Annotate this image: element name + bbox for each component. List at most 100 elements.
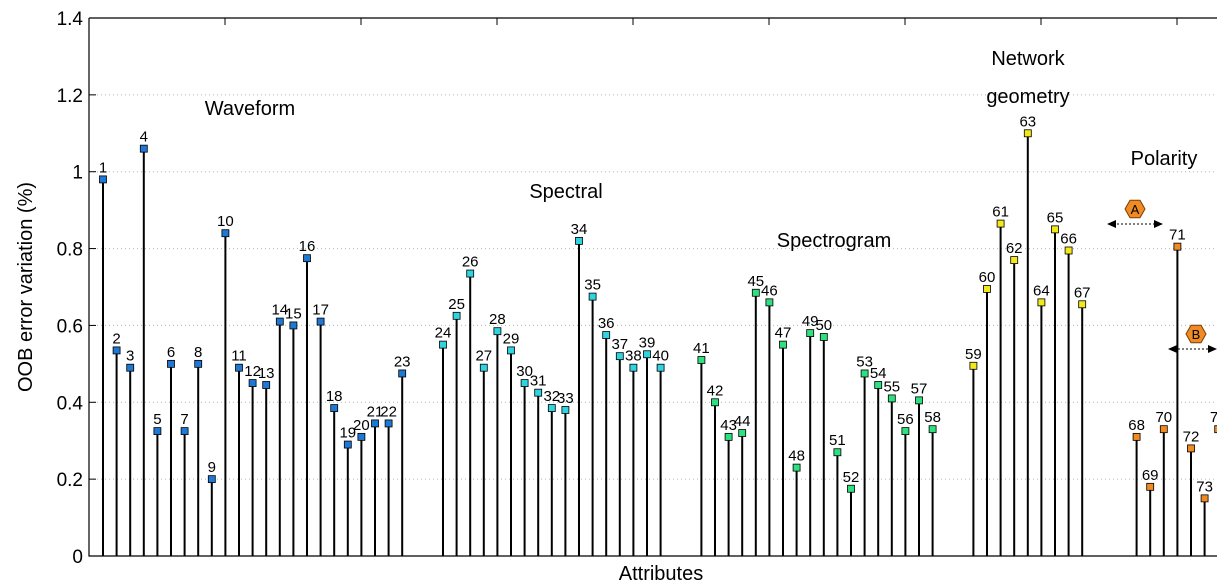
point-label-10: 10 (217, 213, 234, 230)
point-label-46: 46 (761, 282, 778, 299)
marker-57 (915, 396, 923, 405)
point-label-60: 60 (979, 269, 996, 286)
marker-7 (180, 427, 189, 436)
marker-58 (928, 425, 937, 434)
point-label-67: 67 (1074, 284, 1091, 301)
marker-2 (112, 346, 121, 355)
y-tick-label: 0.2 (57, 470, 83, 491)
marker-62 (1010, 256, 1019, 265)
marker-50 (819, 333, 828, 341)
point-label-48: 48 (788, 448, 805, 465)
marker-18 (330, 404, 339, 412)
marker-31 (534, 388, 543, 397)
marker-38 (629, 363, 638, 372)
marker-13 (262, 381, 271, 389)
marker-48 (792, 463, 801, 472)
marker-3 (126, 363, 135, 372)
point-label-41: 41 (693, 340, 710, 357)
marker-27 (479, 363, 488, 372)
marker-51 (833, 448, 842, 457)
annotation-B: B (1168, 324, 1217, 353)
y-tick-label: 0 (72, 547, 83, 568)
marker-37 (615, 352, 624, 361)
point-label-30: 30 (516, 363, 533, 380)
point-label-31: 31 (530, 373, 547, 390)
group-label-3: Spectrogram (777, 230, 892, 252)
arrow-head-left-icon (1168, 345, 1177, 353)
point-label-63: 63 (1019, 113, 1036, 130)
y-tick-label: 1.4 (57, 9, 84, 30)
point-label-74: 74 (1210, 409, 1217, 426)
marker-10 (221, 229, 230, 238)
marker-59 (969, 361, 978, 370)
point-label-15: 15 (285, 305, 302, 322)
point-label-28: 28 (489, 311, 506, 328)
marker-30 (520, 379, 529, 387)
marker-33 (561, 406, 570, 414)
point-label-21: 21 (367, 403, 384, 420)
y-tick-label: 0.4 (57, 393, 84, 414)
point-label-40: 40 (652, 348, 669, 365)
point-label-49: 49 (802, 313, 819, 330)
point-label-42: 42 (707, 382, 724, 399)
point-label-38: 38 (625, 348, 642, 365)
marker-61 (996, 219, 1005, 228)
point-label-51: 51 (829, 432, 846, 449)
point-label-23: 23 (394, 353, 411, 370)
marker-24 (439, 340, 447, 349)
group-labels: Waveform Spectral Spectrogram Network geomet… (205, 48, 1198, 252)
annotation-letter: B (1192, 327, 1201, 342)
point-label-1: 1 (99, 159, 107, 176)
marker-12 (248, 379, 257, 387)
point-label-61: 61 (992, 204, 1009, 221)
point-label-36: 36 (598, 315, 615, 332)
point-label-56: 56 (897, 411, 914, 428)
point-label-34: 34 (571, 221, 588, 238)
marker-70 (1159, 425, 1168, 434)
marker-9 (207, 475, 216, 484)
point-label-22: 22 (380, 403, 397, 420)
group-label-4: Network geometry (986, 48, 1069, 108)
point-label-6: 6 (167, 344, 175, 361)
marker-56 (901, 427, 910, 436)
point-label-18: 18 (326, 388, 343, 405)
point-label-26: 26 (462, 254, 479, 271)
point-label-32: 32 (543, 388, 560, 405)
marker-65 (1051, 225, 1059, 234)
group-label-2: Spectral (529, 181, 602, 203)
point-label-5: 5 (153, 411, 161, 428)
annotation-badge (1124, 199, 1146, 219)
point-label-47: 47 (775, 325, 792, 342)
point-label-9: 9 (208, 459, 216, 476)
point-label-25: 25 (448, 296, 465, 313)
marker-5 (153, 427, 162, 436)
point-label-57: 57 (911, 380, 928, 397)
marker-22 (384, 419, 393, 428)
marker-74 (1214, 425, 1217, 434)
point-label-7: 7 (180, 411, 188, 428)
arrow-head-right-icon (1208, 345, 1217, 353)
point-label-64: 64 (1033, 282, 1050, 299)
point-label-16: 16 (299, 238, 316, 255)
marker-44 (738, 429, 747, 437)
marker-53 (860, 369, 869, 378)
marker-69 (1146, 482, 1155, 491)
marker-16 (303, 254, 311, 263)
point-label-37: 37 (611, 336, 628, 353)
marker-49 (806, 329, 815, 338)
y-tick-label: 1.2 (57, 86, 83, 107)
annotation-letter: A (1131, 202, 1140, 217)
point-label-39: 39 (639, 334, 656, 351)
annotations: AB (1107, 199, 1217, 353)
point-label-29: 29 (503, 330, 520, 347)
axes: 0 0.2 0.4 0.6 0.8 1 1.2 1.4 (57, 9, 1217, 568)
marker-36 (602, 331, 611, 339)
marker-55 (887, 394, 896, 403)
marker-46 (765, 298, 774, 307)
point-label-70: 70 (1155, 409, 1172, 426)
y-tick-label: 0.6 (57, 316, 83, 337)
point-label-20: 20 (353, 417, 370, 434)
point-label-50: 50 (815, 317, 832, 334)
point-label-11: 11 (231, 348, 247, 365)
point-label-3: 3 (126, 348, 134, 365)
